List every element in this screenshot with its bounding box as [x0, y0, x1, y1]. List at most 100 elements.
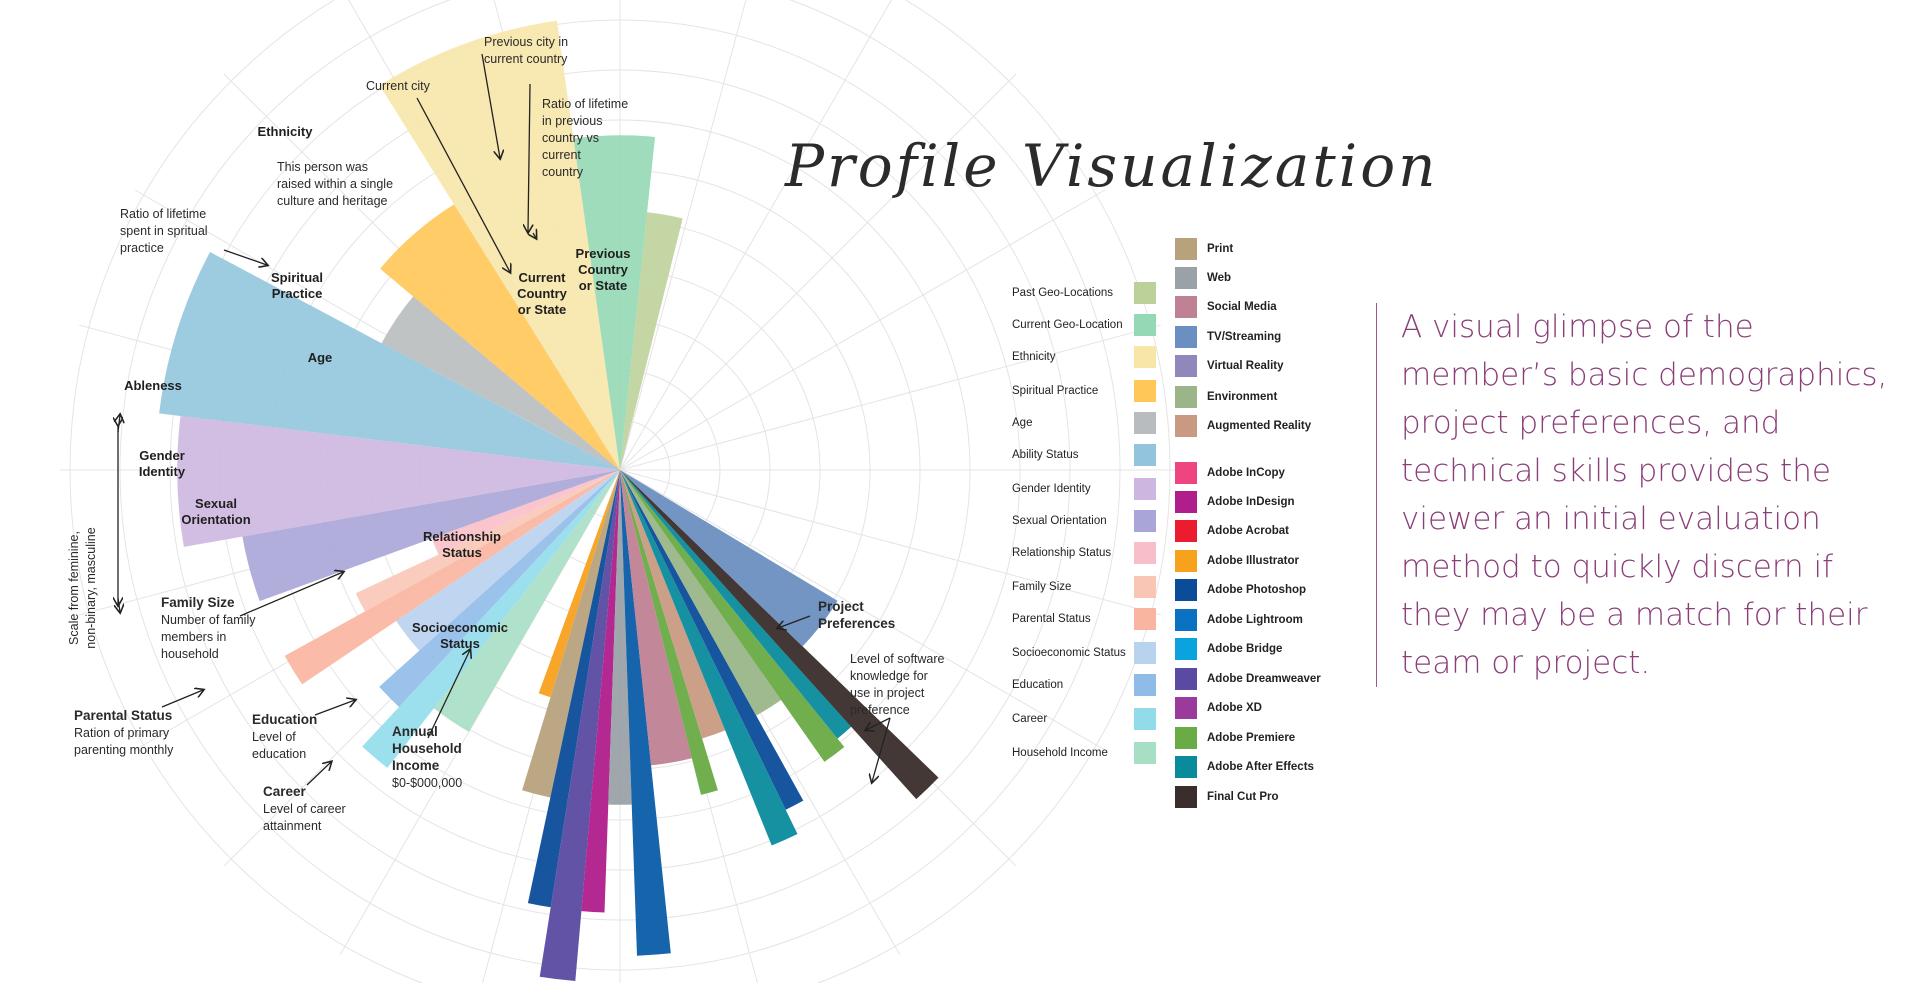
- legend-label: Social Media: [1207, 301, 1277, 313]
- grid-spoke: [619, 73, 1017, 471]
- legend-item: Adobe After Effects: [1175, 756, 1314, 778]
- legend-swatch: [1175, 609, 1197, 631]
- bar-current-country-or-state: [573, 135, 655, 470]
- bar-career: [362, 470, 620, 768]
- annotation: Ratio of lifetime in previous country vs cu…: [542, 97, 628, 179]
- grid-spoke: [619, 469, 1162, 616]
- legend-label: Adobe InCopy: [1207, 467, 1285, 479]
- legend-swatch: [1175, 727, 1197, 749]
- legend-item: Augmented Reality: [1175, 415, 1311, 437]
- legend-label: Adobe After Effects: [1207, 761, 1314, 773]
- bar-sexual-orientation: [242, 470, 620, 602]
- legend-swatch: [1134, 444, 1156, 466]
- legend-swatch: [1175, 462, 1197, 484]
- bar-socioeconomic-status: [396, 470, 620, 651]
- legend-label: Adobe Lightroom: [1207, 614, 1303, 626]
- legend-label: Web: [1207, 272, 1232, 284]
- legend-item: Family Size: [1012, 576, 1156, 598]
- annotation-arrow: [223, 249, 267, 265]
- bar-label: Age: [308, 350, 333, 365]
- legend-item: Virtual Reality: [1175, 355, 1284, 377]
- legend-item: Adobe InDesign: [1175, 491, 1295, 513]
- legend-label: Virtual Reality: [1207, 360, 1284, 372]
- bar-social-media: [620, 470, 692, 766]
- bar-adobe-photoshop: [620, 470, 804, 810]
- annotation-arrow: [533, 233, 536, 238]
- description-text: A visual glimpse of the member’s basic d…: [1376, 303, 1901, 687]
- legend-swatch: [1175, 668, 1197, 690]
- annotation: Scale from feminine, non-binary, masculin…: [67, 527, 98, 648]
- legend-item: Print: [1175, 238, 1233, 260]
- annotation: Project Preferences: [818, 599, 895, 631]
- bar-web: [608, 470, 632, 805]
- legend-item: Parental Status: [1012, 608, 1156, 630]
- legend-label: Socioeconomic Status: [1012, 647, 1126, 659]
- legend-item: TV/Streaming: [1175, 326, 1281, 348]
- legend-swatch: [1175, 355, 1197, 377]
- legend-label: Age: [1012, 417, 1033, 429]
- bar-label: Spiritual Practice: [271, 270, 323, 301]
- legend-swatch: [1134, 412, 1156, 434]
- annotation-arrow: [427, 650, 470, 739]
- legend-label: Environment: [1207, 391, 1278, 403]
- legend-item: Adobe Premiere: [1175, 727, 1295, 749]
- bar-household-income: [433, 470, 620, 732]
- legend-label: Current Geo-Location: [1012, 319, 1123, 331]
- page-title: Profile Visualization: [785, 132, 1439, 200]
- bar-augmented-reality: [620, 470, 726, 739]
- legend-swatch: [1134, 314, 1156, 336]
- legend-item: Ability Status: [1012, 444, 1156, 466]
- annotation: Previous city in current country: [484, 35, 568, 66]
- legend-swatch: [1175, 386, 1197, 408]
- annotation: Current city: [366, 79, 431, 93]
- legend-item: Career: [1012, 708, 1156, 730]
- legend-item: Web: [1175, 267, 1231, 289]
- legend-swatch: [1175, 520, 1197, 542]
- bar-environment: [620, 470, 782, 716]
- legend-label: Adobe Bridge: [1207, 643, 1283, 655]
- legend-swatch: [1175, 491, 1197, 513]
- bar-family-size: [355, 470, 620, 612]
- legend-label: Ethnicity: [1012, 351, 1056, 363]
- bar-label: Sexual Orientation: [181, 496, 250, 527]
- grid-spoke: [619, 324, 1162, 471]
- bar-spiritual-practice: [380, 204, 620, 470]
- annotation-arrows: [118, 53, 891, 786]
- legend-item: Adobe Photoshop: [1175, 579, 1306, 601]
- legend-label: Education: [1012, 679, 1064, 691]
- bar-final-cut-pro: [620, 470, 939, 800]
- legend-item: Relationship Status: [1012, 542, 1156, 564]
- annotation-arrow: [778, 615, 811, 628]
- legend-item: Adobe Illustrator: [1175, 550, 1299, 572]
- annotation: Level of software knowledge for use in pro…: [850, 652, 945, 717]
- annotation-arrow: [161, 690, 203, 708]
- legend-swatch: [1175, 550, 1197, 572]
- annotation-arrow: [314, 700, 355, 716]
- legend-swatch: [1175, 697, 1197, 719]
- bar-label: Previous Country or State: [576, 246, 631, 293]
- grid-spoke: [619, 469, 1106, 751]
- bar-label: Ableness: [124, 378, 182, 393]
- annotation-arrow: [306, 762, 331, 786]
- legend-item: Environment: [1175, 386, 1277, 408]
- legend-label: Household Income: [1012, 747, 1108, 759]
- annotation-arrow: [872, 717, 891, 782]
- legend-label: Sexual Orientation: [1012, 515, 1107, 527]
- legend-swatch: [1175, 415, 1197, 437]
- legend-item: Current Geo-Location: [1012, 314, 1156, 336]
- bar-label: Relationship Status: [423, 529, 501, 560]
- legend-swatch: [1134, 510, 1156, 532]
- legend-swatch: [1134, 742, 1156, 764]
- legend-item: Education: [1012, 674, 1156, 696]
- legend-label: Gender Identity: [1012, 483, 1091, 495]
- legend-swatch: [1134, 576, 1156, 598]
- legend-label: Family Size: [1012, 581, 1072, 593]
- legend-swatch: [1134, 542, 1156, 564]
- legend-label: Ability Status: [1012, 449, 1079, 461]
- legend-label: Adobe Photoshop: [1207, 584, 1307, 596]
- legend-item: Adobe Dreamweaver: [1175, 668, 1321, 690]
- legend-label: Spiritual Practice: [1012, 385, 1099, 397]
- legend-item: Sexual Orientation: [1012, 510, 1156, 532]
